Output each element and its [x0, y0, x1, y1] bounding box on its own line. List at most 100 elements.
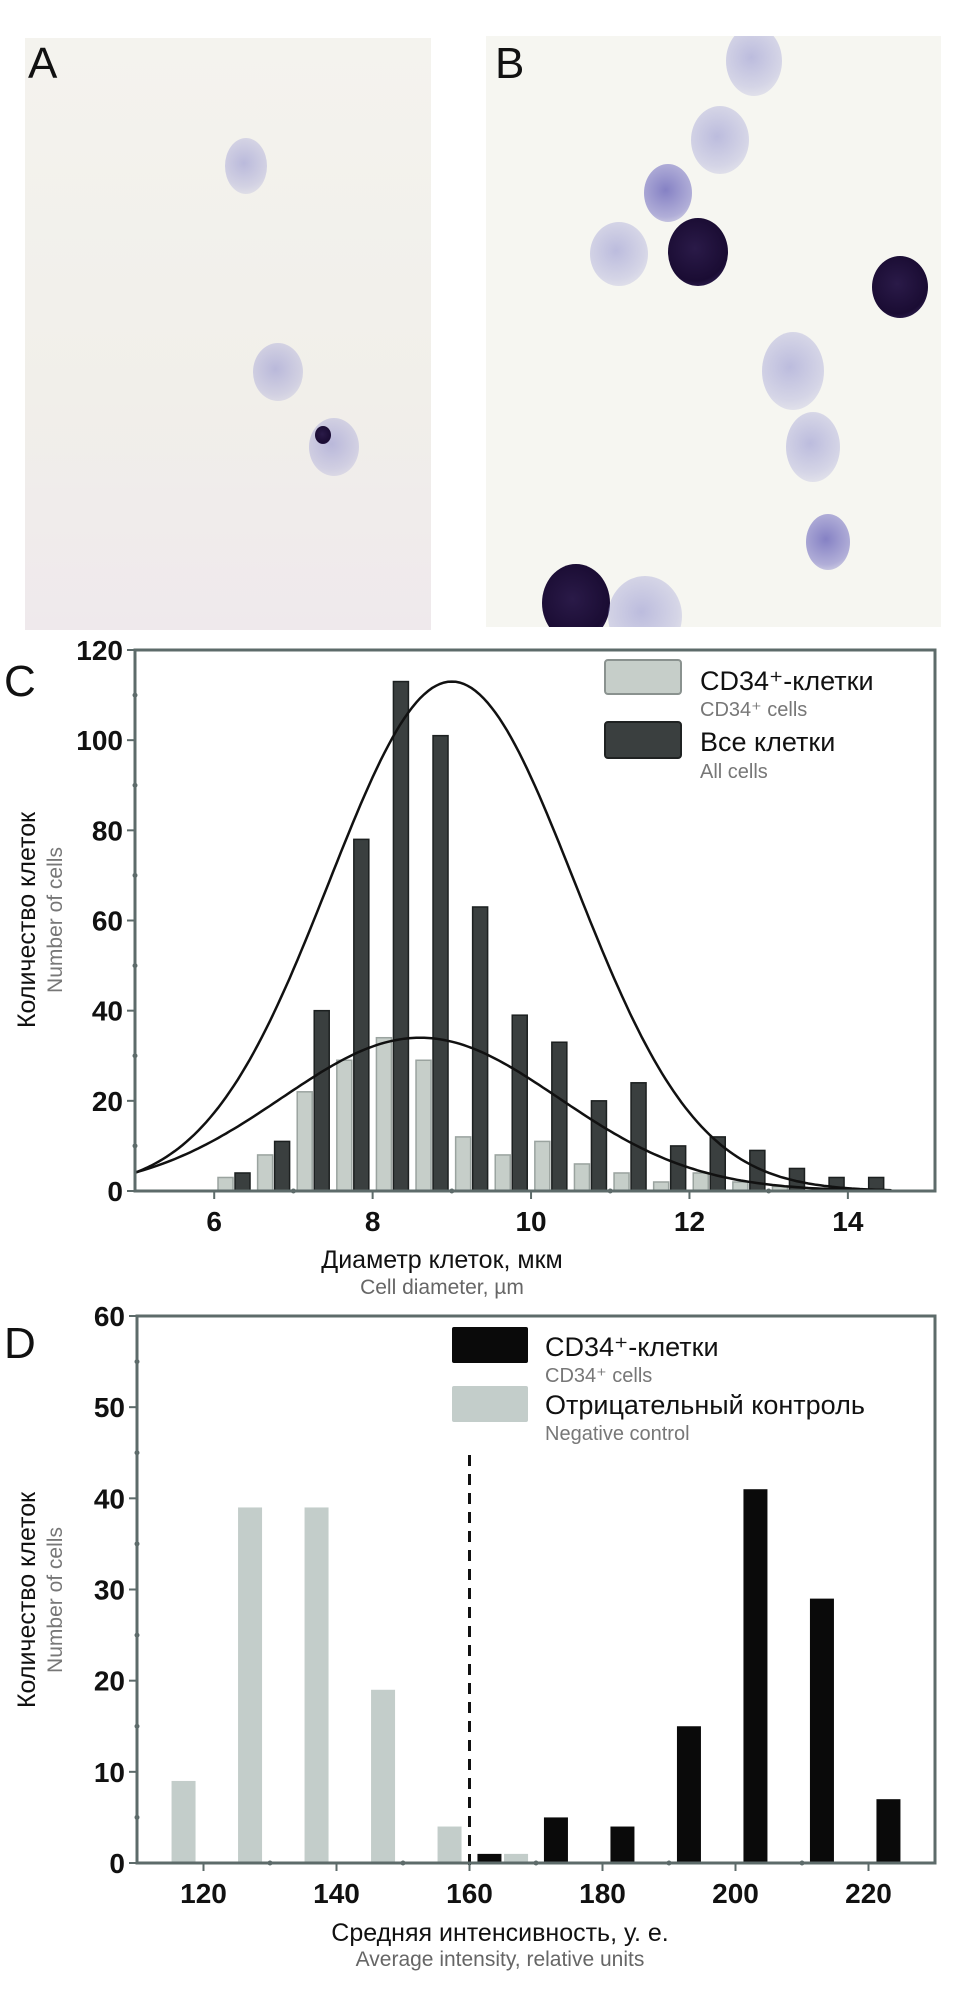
x-minor-tick — [400, 1860, 406, 1866]
legend-swatch-cd34 — [604, 659, 682, 695]
bar-cd34-cells — [743, 1489, 768, 1863]
cell-stained — [872, 256, 928, 318]
x-axis-label-c-ru: Диаметр клеток, мкм — [321, 1246, 562, 1274]
y-minor-tick — [132, 692, 138, 698]
cell — [762, 332, 824, 410]
legend-d: CD34⁺-клетки CD34⁺ cells Отрицательный к… — [452, 1327, 865, 1445]
cell — [608, 576, 682, 627]
x-axis-label-c-en: Cell diameter, µm — [360, 1276, 524, 1299]
y-minor-tick — [132, 1143, 138, 1149]
x-minor-tick — [290, 1188, 296, 1194]
legend-label-cd34-ru: CD34⁺-клетки — [700, 666, 874, 696]
legend-label-cd34-en: CD34⁺ cells — [700, 699, 807, 721]
bar-all-cells — [551, 1041, 568, 1192]
cell — [806, 514, 850, 570]
cell-stained — [668, 218, 728, 286]
y-minor-tick — [134, 1814, 140, 1820]
panel-label-c: C — [4, 657, 36, 706]
y-minor-tick — [134, 1632, 140, 1638]
chart-d-intensity-histogram: D 0 10 20 30 40 50 60 120 140 160 180 200 220 CD34⁺-… — [4, 1301, 937, 1971]
bar-negative-control — [371, 1689, 396, 1863]
y-minor-tick — [132, 1053, 138, 1059]
bar-cd34-cells — [296, 1091, 313, 1192]
cell — [786, 412, 840, 482]
bar-cd34-cells — [613, 1172, 630, 1192]
x-tick-label: 200 — [712, 1878, 759, 1909]
legend-label-all-en: All cells — [700, 761, 768, 783]
y-minor-tick — [134, 1450, 140, 1456]
x-minor-tick — [267, 1860, 273, 1866]
legend-swatch-cd34 — [452, 1327, 528, 1363]
bar-cd34-cells — [876, 1799, 901, 1863]
bar-all-cells — [432, 734, 449, 1192]
panel-label-b: B — [495, 39, 525, 88]
bar-all-cells — [313, 1009, 330, 1192]
bar-cd34-cells — [573, 1163, 591, 1192]
x-minor-tick — [449, 1188, 455, 1194]
y-tick-label: 10 — [94, 1757, 125, 1788]
x-tick-label: 6 — [206, 1206, 222, 1237]
bar-all-cells — [511, 1014, 528, 1192]
bar-cd34-cells — [610, 1826, 635, 1863]
y-minor-tick — [134, 1723, 140, 1729]
legend-label-negative-control-ru: Отрицательный контроль — [545, 1390, 865, 1420]
y-axis-label-d-en: Number of cells — [44, 1527, 67, 1673]
x-axis-label-d-en: Average intensity, relative units — [356, 1948, 645, 1971]
x-tick-label: 8 — [365, 1206, 381, 1237]
cell — [590, 222, 648, 286]
x-tick-label: 180 — [579, 1878, 626, 1909]
bar-cd34-cells — [494, 1154, 511, 1192]
y-tick-label: 0 — [109, 1848, 125, 1879]
x-minor-tick — [607, 1188, 613, 1194]
y-tick-label: 30 — [94, 1575, 125, 1606]
cell — [691, 106, 749, 174]
micrograph-panel-b — [486, 36, 941, 627]
y-tick-label: 40 — [92, 996, 123, 1027]
bar-cd34-cells — [375, 1036, 393, 1192]
y-tick-label: 40 — [94, 1483, 125, 1514]
bar-all-cells — [392, 680, 410, 1192]
x-minor-tick — [533, 1860, 539, 1866]
cell — [253, 343, 303, 401]
x-tick-label: 160 — [446, 1878, 493, 1909]
micrograph-panel-a — [25, 38, 431, 630]
bar-cd34-cells — [543, 1817, 568, 1863]
bar-cd34-cells — [256, 1154, 274, 1192]
fit-curve-all-cells — [134, 680, 892, 1192]
cell-stained — [315, 426, 331, 444]
x-tick-label: 220 — [845, 1878, 892, 1909]
x-axis-label-d-ru: Средняя интенсивность, у. е. — [331, 1919, 668, 1947]
bar-all-cells — [590, 1100, 608, 1192]
legend-swatch-negative-control — [452, 1386, 528, 1422]
y-minor-tick — [134, 1541, 140, 1547]
bar-negative-control — [171, 1780, 196, 1863]
bar-negative-control — [504, 1853, 529, 1863]
legend-c: CD34⁺-клетки CD34⁺ cells Все клетки All … — [604, 659, 874, 783]
y-minor-tick — [132, 782, 138, 788]
bar-cd34-cells — [676, 1726, 701, 1863]
y-axis-label-c-ru: Количество клеток — [13, 811, 41, 1028]
x-tick-label: 120 — [180, 1878, 227, 1909]
y-minor-tick — [132, 963, 138, 969]
bar-all-cells — [273, 1140, 291, 1192]
panel-label-a: A — [28, 39, 58, 88]
bar-negative-control — [304, 1507, 329, 1863]
bar-all-cells — [630, 1082, 647, 1192]
y-axis-label-d-ru: Количество клеток — [13, 1491, 41, 1708]
bar-cd34-cells — [336, 1059, 353, 1192]
x-tick-label: 14 — [832, 1206, 864, 1237]
bar-negative-control — [437, 1826, 462, 1863]
y-tick-label: 20 — [94, 1666, 125, 1697]
y-tick-label: 80 — [92, 815, 123, 846]
bar-cd34-cells — [809, 1598, 834, 1863]
bar-cd34-cells — [692, 1172, 710, 1192]
bar-all-cells — [353, 838, 370, 1192]
x-tick-label: 140 — [313, 1878, 360, 1909]
chart-c-cell-diameter-histogram: C 0 20 40 60 80 100 120 6 8 10 12 14 CD34⁺-клетки C… — [4, 635, 937, 1299]
cell — [309, 418, 359, 476]
y-minor-tick — [132, 872, 138, 878]
legend-label-cd34-ru: CD34⁺-клетки — [545, 1332, 719, 1362]
legend-label-cd34-en: CD34⁺ cells — [545, 1365, 652, 1387]
bar-negative-control — [238, 1507, 263, 1863]
y-minor-tick — [134, 1359, 140, 1365]
